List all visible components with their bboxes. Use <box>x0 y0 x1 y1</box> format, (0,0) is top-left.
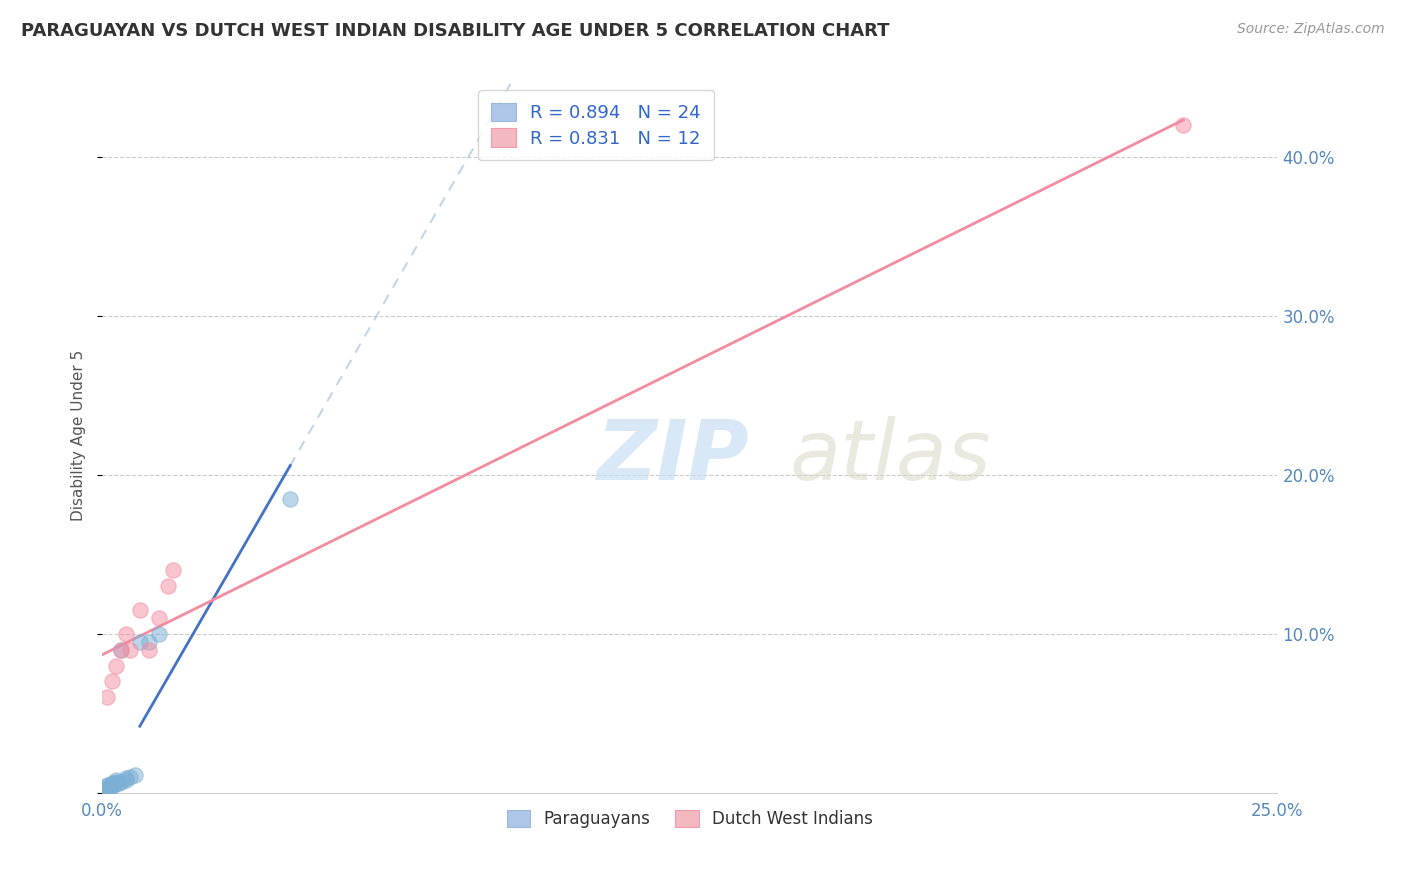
Point <box>110 642 132 657</box>
Point <box>96 778 118 792</box>
Point <box>93 784 115 798</box>
Point <box>98 780 121 795</box>
Point <box>100 779 122 793</box>
Point <box>128 634 150 648</box>
Point <box>162 563 184 577</box>
Point <box>100 674 122 689</box>
Legend: Paraguayans, Dutch West Indians: Paraguayans, Dutch West Indians <box>501 803 880 834</box>
Point <box>114 772 136 787</box>
Point <box>157 579 180 593</box>
Point <box>105 772 128 787</box>
Point <box>103 778 125 792</box>
Y-axis label: Disability Age Under 5: Disability Age Under 5 <box>72 350 86 521</box>
Point <box>96 779 118 793</box>
Text: PARAGUAYAN VS DUTCH WEST INDIAN DISABILITY AGE UNDER 5 CORRELATION CHART: PARAGUAYAN VS DUTCH WEST INDIAN DISABILI… <box>21 22 890 40</box>
Point <box>148 626 170 640</box>
Point <box>114 772 136 786</box>
Point <box>100 778 122 792</box>
Point <box>148 611 170 625</box>
Point <box>128 603 150 617</box>
Point <box>96 782 118 797</box>
Point <box>105 658 128 673</box>
Point <box>278 491 301 506</box>
Point <box>124 768 146 782</box>
Point <box>105 774 128 789</box>
Point <box>120 770 142 784</box>
Point <box>1173 118 1195 132</box>
Text: ZIP: ZIP <box>596 416 748 497</box>
Point <box>110 642 132 657</box>
Point <box>96 780 118 795</box>
Point <box>110 774 132 789</box>
Point <box>114 626 136 640</box>
Text: Source: ZipAtlas.com: Source: ZipAtlas.com <box>1237 22 1385 37</box>
Point <box>120 642 142 657</box>
Point <box>138 634 160 648</box>
Point <box>105 776 128 790</box>
Point <box>100 776 122 790</box>
Point <box>96 690 118 705</box>
Point <box>107 776 129 790</box>
Point <box>138 642 160 657</box>
Text: atlas: atlas <box>790 416 991 497</box>
